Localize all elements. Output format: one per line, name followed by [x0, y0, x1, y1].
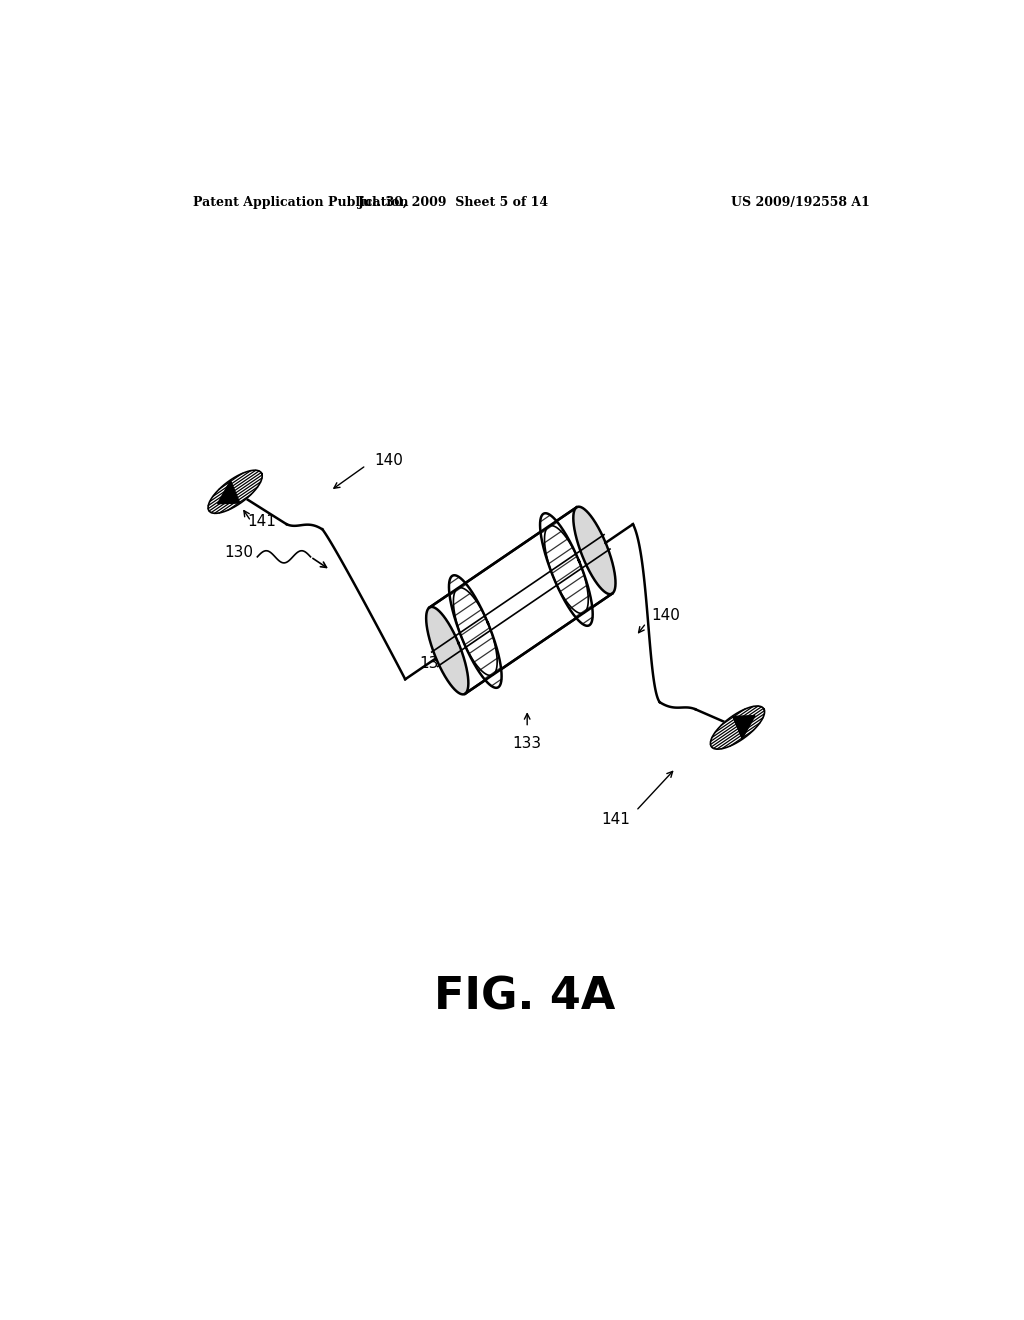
Text: Jul. 30, 2009  Sheet 5 of 14: Jul. 30, 2009 Sheet 5 of 14: [357, 195, 549, 209]
Text: FIG. 4A: FIG. 4A: [434, 975, 615, 1019]
Text: 141: 141: [602, 812, 631, 828]
Polygon shape: [208, 470, 262, 513]
Text: 133: 133: [419, 656, 449, 672]
Text: 130: 130: [224, 545, 253, 560]
Text: 141: 141: [247, 515, 275, 529]
Polygon shape: [540, 513, 593, 626]
Polygon shape: [733, 715, 755, 739]
Text: 140: 140: [374, 453, 402, 467]
Polygon shape: [573, 507, 615, 594]
Polygon shape: [449, 576, 502, 688]
Text: 133: 133: [513, 735, 542, 751]
Text: Patent Application Publication: Patent Application Publication: [194, 195, 409, 209]
Text: US 2009/192558 A1: US 2009/192558 A1: [731, 195, 870, 209]
Polygon shape: [426, 607, 468, 694]
Polygon shape: [218, 480, 240, 504]
Text: 140: 140: [652, 609, 681, 623]
Polygon shape: [711, 706, 765, 750]
